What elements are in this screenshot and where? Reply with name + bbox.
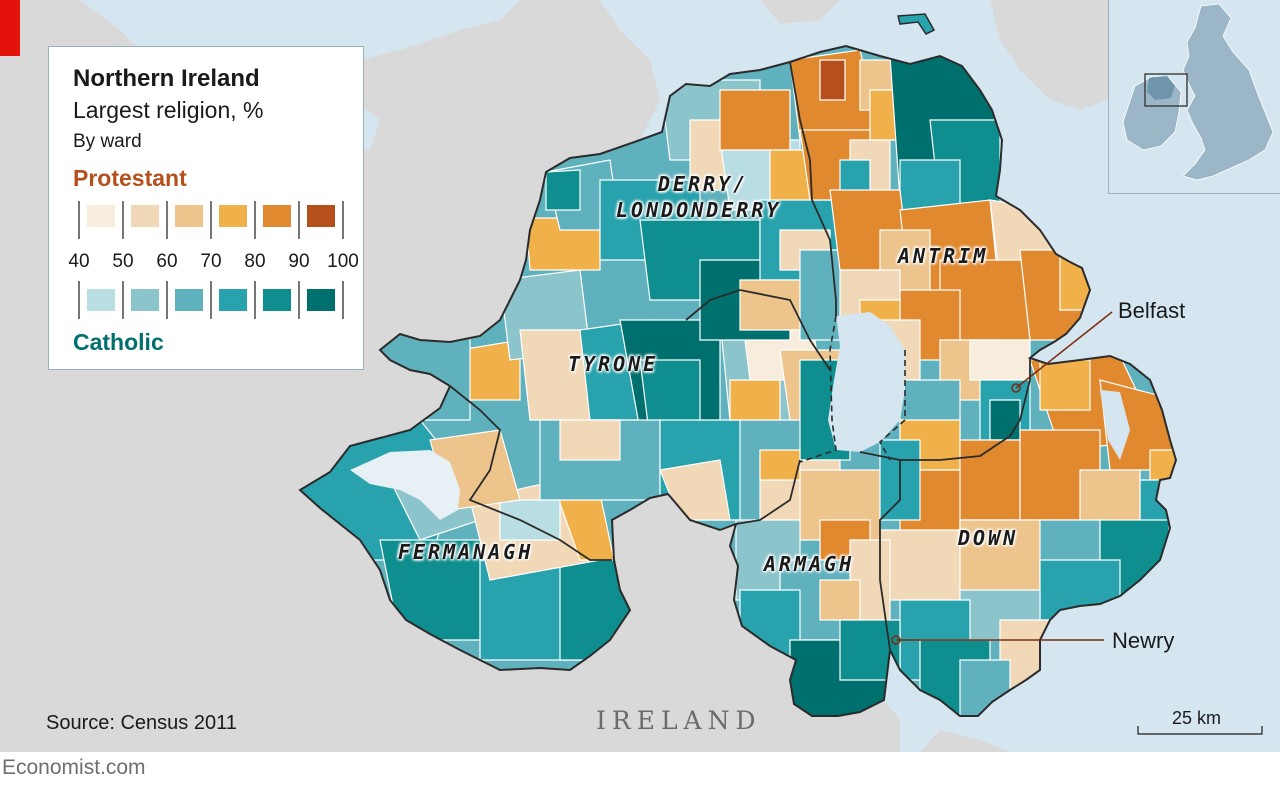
county-borders — [449, 61, 1031, 651]
legend-tick-label-90: 90 — [288, 251, 310, 272]
city-label-belfast: Belfast — [1118, 298, 1186, 323]
region-label-tyrone: TYRONE — [568, 352, 659, 376]
inset-map-svg — [1122, 3, 1274, 181]
lough-erne — [350, 450, 460, 520]
scotland-land — [990, 0, 1108, 110]
footer-credit: Economist.com — [2, 756, 146, 779]
region-label-armagh: ARMAGH — [764, 552, 855, 576]
lough-border — [799, 315, 906, 463]
belfast-marker — [1011, 311, 1113, 393]
inset-northern-ireland — [1147, 76, 1175, 100]
legend-swatch-catholic-90-100 — [307, 289, 335, 311]
legend-swatch-catholic-40-50 — [87, 289, 115, 311]
region-label-down: DOWN — [958, 526, 1019, 550]
ward-patches — [300, 49, 1176, 716]
legend-subtitle: Largest religion, % — [73, 97, 264, 123]
legend-title: Northern Ireland — [73, 65, 260, 92]
legend-box: Northern Ireland Largest religion, % By … — [48, 46, 364, 370]
legend-tick-label-50: 50 — [112, 251, 134, 272]
legend-by-ward: By ward — [73, 131, 142, 152]
inset-highlight-box — [1144, 73, 1188, 107]
legend-swatch-catholic-70-80 — [219, 289, 247, 311]
rathlin-island — [897, 13, 936, 35]
brand-red-tab — [0, 0, 20, 56]
scale-bar — [1137, 726, 1263, 735]
legend-swatch-protestant-60-70 — [175, 205, 203, 227]
legend-tick-label-40: 40 — [68, 251, 90, 272]
legend-tick-label-80: 80 — [244, 251, 266, 272]
inset-map — [1108, 0, 1280, 194]
lough-neagh — [828, 312, 905, 452]
ireland-land-east — [920, 730, 1010, 752]
legend-tick-label-70: 70 — [200, 251, 222, 272]
legend-tick-label-100: 100 — [327, 251, 359, 272]
footer-bar — [0, 752, 1280, 788]
legend-swatch-catholic-50-60 — [131, 289, 159, 311]
legend-swatch-protestant-90-100 — [307, 205, 335, 227]
legend-catholic-label: Catholic — [73, 329, 164, 355]
region-label-antrim: ANTRIM — [898, 244, 989, 268]
source-note: Source: Census 2011 — [46, 712, 237, 734]
legend-swatches — [78, 201, 344, 319]
country-label-ireland: IRELAND — [596, 706, 762, 735]
legend-swatch-catholic-80-90 — [263, 289, 291, 311]
legend-swatch-catholic-60-70 — [175, 289, 203, 311]
scale-label: 25 km — [1172, 708, 1222, 728]
map-area — [0, 0, 1280, 752]
region-label-fermanagh: FERMANAGH — [398, 540, 534, 564]
inset-great-britain — [1182, 3, 1274, 181]
legend-tick-label-60: 60 — [156, 251, 178, 272]
scotland-island — [760, 0, 840, 24]
legend-swatch-protestant-80-90 — [263, 205, 291, 227]
newry-marker — [891, 635, 1104, 645]
region-label-londonderry: LONDONDERRY — [616, 198, 782, 222]
legend-protestant-label: Protestant — [73, 165, 187, 191]
legend-swatch-protestant-70-80 — [219, 205, 247, 227]
legend-swatch-protestant-40-50 — [87, 205, 115, 227]
region-label-derry: DERRY/ — [658, 172, 749, 196]
city-label-newry: Newry — [1112, 628, 1175, 653]
strangford-lough — [1100, 390, 1130, 460]
legend-swatch-protestant-50-60 — [131, 205, 159, 227]
